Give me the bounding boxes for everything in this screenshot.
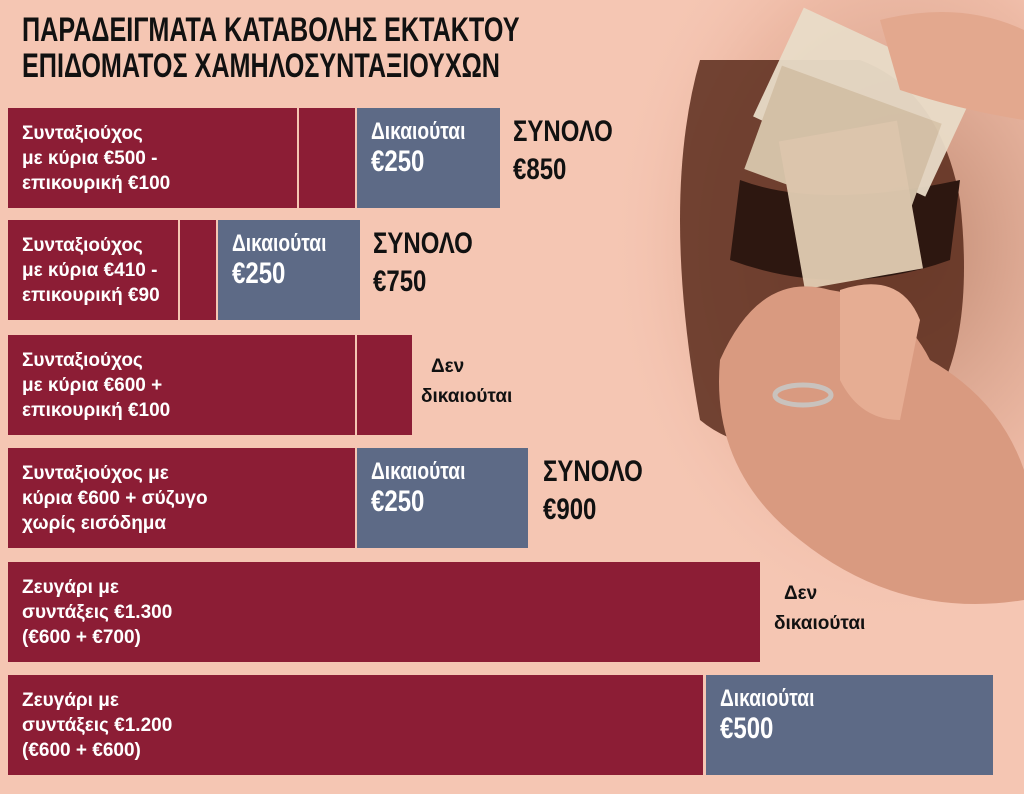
description-line: Ζευγάρι με (22, 577, 119, 598)
status-text: δικαιούται (421, 386, 513, 407)
description-line: κύρια €600 + σύζυγο (22, 488, 208, 509)
benefit-text: €250 (371, 145, 425, 178)
description-line: με κύρια €410 - (22, 260, 158, 281)
total-text: €850 (513, 153, 567, 186)
benefit-box (357, 448, 528, 548)
description-line: χωρίς εισόδημα (22, 513, 167, 534)
benefit-box (218, 220, 360, 320)
pension-bar (8, 220, 178, 320)
description-line: Συνταξιούχος με (22, 463, 169, 484)
description-line: επικουρική €100 (22, 173, 171, 194)
description-line: (€600 + €600) (22, 740, 141, 761)
total-text: ΣΥΝΟΛΟ (373, 227, 473, 260)
status-text: δικαιούται (774, 613, 866, 634)
description-line: Συνταξιούχος (22, 350, 143, 371)
total-text: ΣΥΝΟΛΟ (543, 455, 643, 488)
description-line: επικουρική €100 (22, 400, 171, 421)
description-line: με κύρια €600 + (22, 375, 163, 396)
title-line: ΕΠΙΔΟΜΑΤΟΣ ΧΑΜΗΛΟΣΥΝΤΑΞΙΟΥΧΩΝ (22, 47, 500, 85)
pension-bar (8, 562, 760, 662)
description-line: Ζευγάρι με (22, 690, 119, 711)
total-text: €750 (373, 265, 427, 298)
benefit-text: Δικαιούται (720, 685, 815, 712)
pension-bar (8, 675, 703, 775)
description-line: συντάξεις €1.300 (22, 602, 173, 623)
pension-bar (357, 335, 412, 435)
description-line: Συνταξιούχος (22, 235, 143, 256)
pension-bar (180, 220, 216, 320)
benefit-box (357, 108, 500, 208)
total-text: ΣΥΝΟΛΟ (513, 115, 613, 148)
benefit-text: Δικαιούται (371, 458, 466, 485)
benefit-text: €250 (371, 485, 425, 518)
status-text: Δεν (431, 356, 465, 377)
benefit-text: Δικαιούται (232, 230, 327, 257)
benefit-text: €250 (232, 257, 286, 290)
description-line: Συνταξιούχος (22, 123, 143, 144)
status-text: Δεν (784, 583, 818, 604)
pension-bar (299, 108, 355, 208)
total-text: €900 (543, 493, 597, 526)
description-line: με κύρια €500 - (22, 148, 158, 169)
benefit-box (706, 675, 993, 775)
benefit-text: €500 (720, 712, 774, 745)
title-line: ΠΑΡΑΔΕΙΓΜΑΤΑ ΚΑΤΑΒΟΛΗΣ ΕΚΤΑΚΤΟΥ (22, 11, 520, 49)
benefit-text: Δικαιούται (371, 118, 466, 145)
pension-bar (8, 448, 355, 548)
description-line: επικουρική €90 (22, 285, 160, 306)
description-line: (€600 + €700) (22, 627, 141, 648)
pension-bar (8, 335, 355, 435)
pension-bar (8, 108, 297, 208)
description-line: συντάξεις €1.200 (22, 715, 173, 736)
